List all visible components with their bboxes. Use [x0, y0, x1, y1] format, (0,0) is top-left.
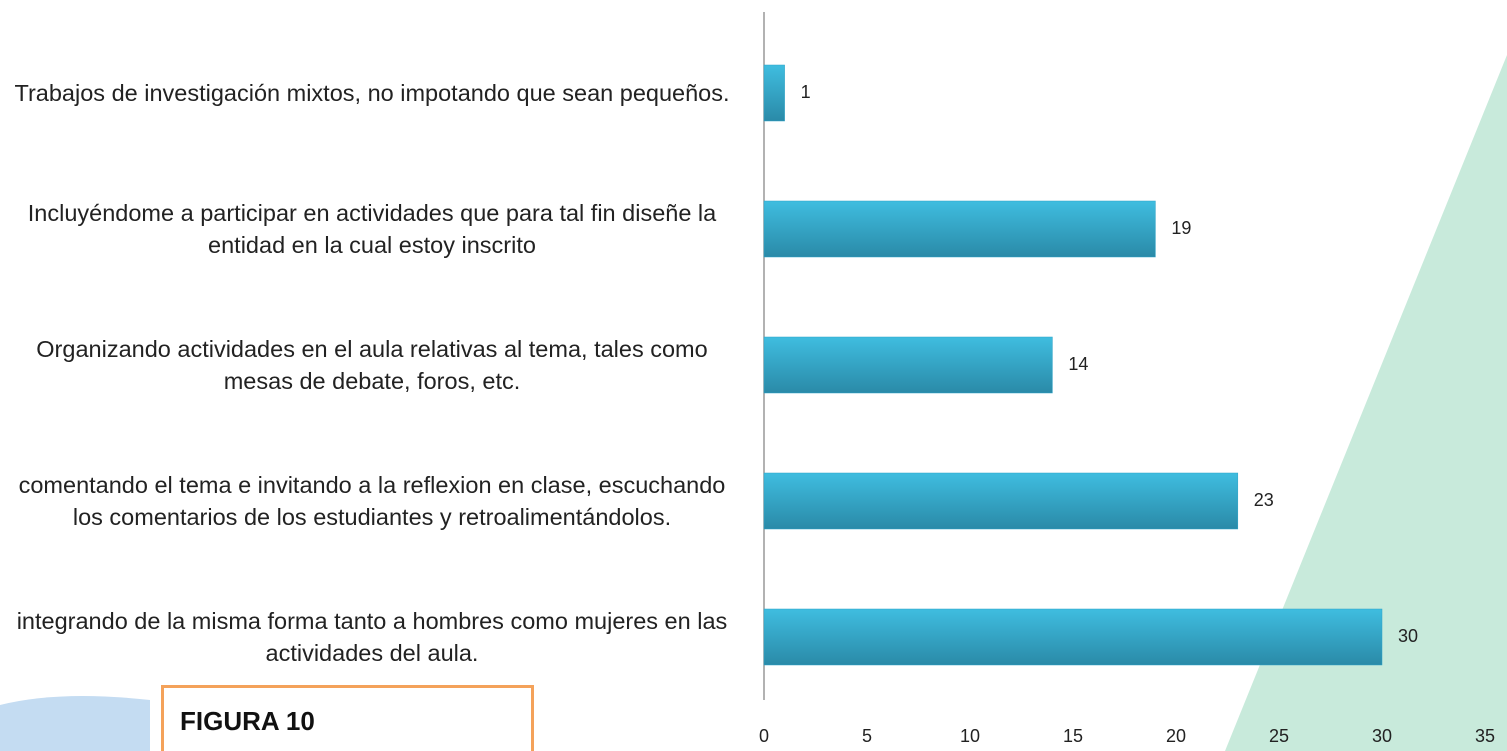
x-tick-label: 5: [862, 726, 872, 746]
y-tick-label: Organizando actividades en el aula relat…: [36, 336, 708, 394]
x-tick-label: 30: [1372, 726, 1392, 746]
x-tick-label: 0: [759, 726, 769, 746]
x-tick-label: 35: [1475, 726, 1495, 746]
x-tick-label: 15: [1063, 726, 1083, 746]
data-label: 14: [1068, 354, 1088, 374]
x-tick-label: 25: [1269, 726, 1289, 746]
bar: [763, 64, 785, 122]
data-label: 30: [1398, 626, 1418, 646]
y-tick-label: integrando de la misma forma tanto a hom…: [16, 608, 728, 666]
y-tick-label: Trabajos de investigación mixtos, no imp…: [14, 80, 730, 106]
bar: [763, 200, 1156, 258]
bar: [763, 472, 1239, 530]
decoration: [0, 696, 150, 751]
bar: [763, 336, 1053, 394]
y-tick-label: comentando el tema e invitando a la refl…: [18, 472, 726, 530]
data-label: 19: [1171, 218, 1191, 238]
data-label: 23: [1254, 490, 1274, 510]
bar: [763, 608, 1383, 666]
x-tick-label: 20: [1166, 726, 1186, 746]
data-label: 1: [801, 82, 811, 102]
figure-label: FIGURA 10: [161, 685, 534, 751]
y-tick-label: Incluyéndome a participar en actividades…: [27, 200, 717, 258]
x-tick-label: 10: [960, 726, 980, 746]
decoration: [1225, 55, 1507, 751]
